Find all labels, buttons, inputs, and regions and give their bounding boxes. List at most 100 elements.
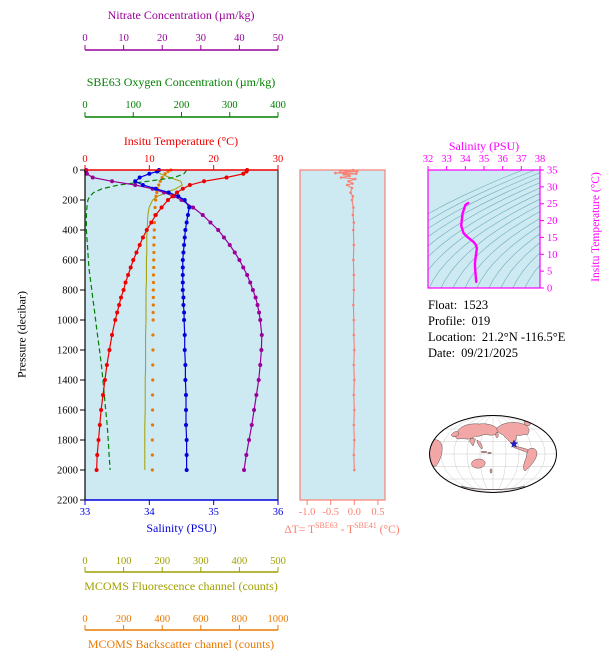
tick-label: 0 xyxy=(82,614,87,625)
isopycnal-line xyxy=(464,218,540,288)
pressure-axis-title: Pressure (decibar) xyxy=(14,291,29,378)
marker-Nitrate Concentration xyxy=(248,280,253,285)
tick-label: 0.5 xyxy=(371,507,384,518)
tick-label: 15 xyxy=(547,233,558,244)
marker-MCOMS Backscatter channel xyxy=(160,175,164,180)
isopycnal-line xyxy=(428,172,540,229)
tick-label: 25 xyxy=(547,199,558,210)
tick-label: 600 xyxy=(193,614,209,625)
location-label: Location: xyxy=(428,330,476,344)
marker-Insitu Temperature xyxy=(97,423,102,427)
marker-Insitu Temperature xyxy=(102,378,107,382)
marker-MCOMS Backscatter channel xyxy=(151,378,155,382)
marker-Insitu Temperature xyxy=(174,190,179,195)
marker-Insitu Temperature xyxy=(170,194,175,199)
date-value: 09/21/2025 xyxy=(461,346,519,360)
marker-Nitrate Concentration xyxy=(200,213,205,217)
tick-label: 0.0 xyxy=(348,507,361,518)
tick-label: 800 xyxy=(62,286,78,297)
marker-Nitrate Concentration xyxy=(254,393,259,397)
continent-india xyxy=(469,437,476,447)
marker-delta-t xyxy=(344,170,348,174)
marker-MCOMS Backscatter channel xyxy=(151,348,155,352)
marker-Salinity xyxy=(153,186,158,191)
tick-label: 33 xyxy=(80,507,91,518)
marker-Insitu Temperature xyxy=(94,468,99,472)
marker-delta-t xyxy=(352,228,355,232)
marker-Nitrate Concentration xyxy=(245,273,250,277)
tick-label: 38 xyxy=(535,154,546,165)
tick-label: 35 xyxy=(208,507,219,518)
tick-label: 400 xyxy=(154,614,170,625)
continent-eurasia xyxy=(455,423,499,440)
tick-label: 100 xyxy=(116,556,132,567)
marker-delta-t xyxy=(354,172,358,176)
marker-delta-t xyxy=(351,194,355,198)
marker-delta-t xyxy=(352,221,356,224)
marker-MCOMS Backscatter channel xyxy=(152,258,156,262)
tick-label: 1800 xyxy=(57,436,78,447)
marker-Nitrate Concentration xyxy=(257,310,262,315)
marker-Salinity xyxy=(180,258,185,262)
marker-delta-t xyxy=(349,191,352,194)
map-continents xyxy=(429,420,538,490)
marker-Insitu Temperature xyxy=(224,175,229,180)
marker-Nitrate Concentration xyxy=(90,175,95,180)
tick-label: 40 xyxy=(234,33,245,44)
marker-Nitrate Concentration xyxy=(110,179,115,184)
tick-label: 500 xyxy=(270,556,286,567)
marker-Nitrate Concentration xyxy=(221,235,226,240)
marker-MCOMS Backscatter channel xyxy=(151,303,155,307)
marker-Nitrate Concentration xyxy=(256,378,261,382)
marker-Nitrate Concentration xyxy=(253,295,258,300)
tick-label: 2200 xyxy=(57,496,78,507)
marker-Nitrate Concentration xyxy=(258,318,263,322)
series-SBE63 Oxygen Concentration xyxy=(85,169,187,471)
marker-Nitrate Concentration xyxy=(259,348,264,352)
marker-MCOMS Backscatter channel xyxy=(152,228,156,232)
marker-delta-t xyxy=(347,179,350,183)
tick-label: 0 xyxy=(547,284,552,295)
marker-Salinity xyxy=(133,179,138,184)
marker-delta-t xyxy=(352,363,356,367)
ts-temperature-axis-title: Insitu Temperature (°C) xyxy=(590,172,602,282)
marker-MCOMS Backscatter channel xyxy=(163,172,167,176)
marker-Salinity xyxy=(184,438,189,442)
tick-label: 30 xyxy=(547,182,558,193)
marker-Salinity xyxy=(176,194,181,199)
tick-label: 30 xyxy=(196,33,207,44)
marker-Salinity xyxy=(184,453,189,457)
float-id-row: Float: 1523 xyxy=(428,297,565,313)
marker-delta-t xyxy=(352,258,355,262)
continent-antarctica xyxy=(460,485,526,490)
location-value: 21.2°N -116.5°E xyxy=(481,330,566,344)
tick-label: 100 xyxy=(125,100,141,111)
ts-plot-area xyxy=(428,170,540,288)
marker-Salinity xyxy=(184,408,189,412)
marker-delta-t xyxy=(345,183,349,187)
marker-Nitrate Concentration xyxy=(255,303,260,307)
map-content xyxy=(429,415,557,493)
marker-Nitrate Concentration xyxy=(242,468,247,472)
marker-MCOMS Backscatter channel xyxy=(150,393,155,397)
marker-delta-t xyxy=(352,318,356,322)
marker-Insitu Temperature xyxy=(128,265,133,270)
marker-Insitu Temperature xyxy=(107,348,112,352)
marker-MCOMS Backscatter channel xyxy=(154,198,158,202)
profile-number-label: Profile: xyxy=(428,314,466,328)
isopycnal-line xyxy=(476,225,540,288)
marker-Salinity xyxy=(181,303,186,307)
marker-delta-t xyxy=(334,171,337,175)
isopycnal-line xyxy=(488,233,540,288)
tick-label: 400 xyxy=(62,226,78,237)
isopycnal-line xyxy=(428,198,540,288)
marker-Nitrate Concentration xyxy=(237,258,242,262)
marker-Nitrate Concentration xyxy=(232,250,237,255)
temperature-axis-title: Insitu Temperature (°C) xyxy=(123,134,239,148)
delta-t-label-prefix: ΔT= T xyxy=(284,523,316,536)
marker-Insitu Temperature xyxy=(131,258,136,262)
marker-Salinity xyxy=(184,423,189,427)
isopycnal-line xyxy=(524,264,540,288)
profile-number-value: 019 xyxy=(471,314,491,328)
